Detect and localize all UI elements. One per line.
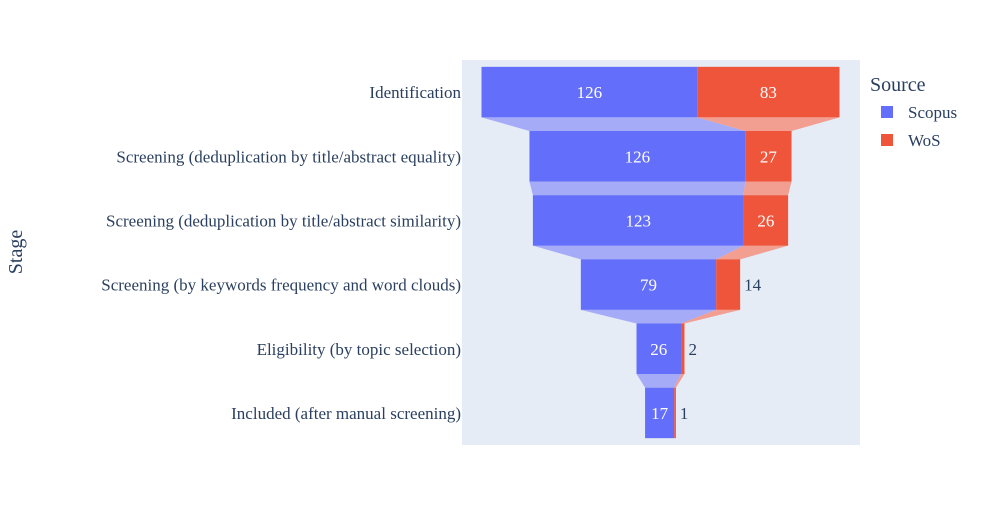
funnel-connector [743, 181, 792, 196]
legend-swatch[interactable] [881, 106, 893, 118]
bar-value-label: 17 [651, 404, 669, 423]
bar-value-label: 27 [760, 147, 778, 166]
funnel-bar [743, 195, 789, 246]
funnel-bar [681, 323, 685, 374]
funnel-connector [681, 309, 741, 324]
stage-label: Included (after manual screening) [231, 404, 461, 423]
funnel-bar [481, 66, 698, 118]
stage-label: Screening (deduplication by title/abstra… [106, 211, 461, 230]
funnel-connectors [481, 117, 840, 388]
bar-value-label: 79 [640, 276, 657, 295]
stage-label: Identification [369, 83, 461, 102]
bar-value-label: 2 [688, 340, 697, 359]
bar-value-label: 126 [625, 147, 651, 166]
funnel-bar [636, 323, 682, 374]
funnel-connector [636, 374, 682, 388]
funnel-connector [674, 374, 685, 388]
funnel-bar [674, 387, 676, 439]
funnel-bar [645, 387, 675, 439]
stage-label: Screening (by keywords frequency and wor… [101, 276, 461, 295]
legend-entry-label: WoS [908, 131, 941, 150]
funnel-connector [580, 309, 717, 324]
stage-labels: Identification Screening (deduplication b… [101, 83, 461, 423]
legend-entry-label: Scopus [908, 103, 957, 122]
funnel-bar [697, 66, 840, 118]
bar-value-label: 14 [744, 276, 762, 295]
bar-value-label: 26 [650, 340, 667, 359]
funnel-connector [532, 245, 744, 260]
bar-value-label: 1 [680, 404, 689, 423]
funnel-bar [716, 259, 741, 310]
bar-value-label: 83 [760, 83, 777, 102]
legend-title: Source [870, 74, 926, 96]
funnel-bar [529, 131, 746, 182]
bar-value-label: 126 [577, 83, 603, 102]
stage-label: Eligibility (by topic selection) [257, 340, 461, 359]
legend-swatch[interactable] [881, 134, 893, 146]
funnel-bars: 126 83 126 27 123 26 79 14 26 2 17 1 [481, 66, 840, 439]
funnel-bar [745, 131, 792, 182]
funnel-connector [697, 117, 840, 131]
funnel-connector [529, 181, 746, 196]
y-axis-title: Stage [5, 230, 27, 275]
bar-value-label: 123 [625, 211, 651, 230]
funnel-bar [580, 259, 717, 310]
bar-value-label: 26 [757, 211, 774, 230]
funnel-bar [532, 195, 744, 246]
stage-label: Screening (deduplication by title/abstra… [116, 147, 461, 166]
legend: Source Scopus WoS [870, 74, 957, 150]
funnel-connector [481, 117, 746, 131]
funnel-connector [716, 245, 789, 260]
